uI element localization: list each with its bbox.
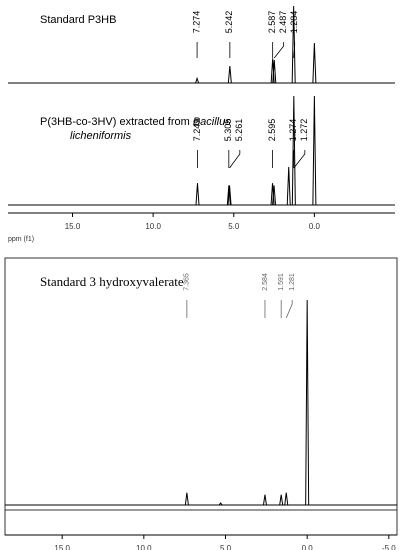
x-tick-label: 10.0: [136, 544, 152, 550]
peak: [195, 76, 200, 84]
peak-label: 5.305: [223, 119, 233, 142]
spectrum-title: Standard P3HB: [40, 14, 116, 26]
panel-frame: [4, 257, 398, 536]
peak: [262, 494, 267, 506]
peak-leader: [293, 150, 306, 169]
x-tick-label: 5.0: [220, 544, 232, 550]
peak-label: 2.587: [267, 11, 277, 34]
x-tick-label: 15.0: [65, 222, 81, 231]
peak-leader: [273, 42, 285, 59]
spectrum-title: P(3HB-co-3HV) extracted from Bacillus: [40, 116, 231, 128]
peak-label: 7.249: [192, 119, 202, 142]
x-tick-label: 15.0: [54, 544, 70, 550]
peak: [227, 185, 232, 206]
peak: [305, 299, 310, 506]
peak: [272, 185, 277, 206]
peak-label: 1.591: [278, 273, 285, 291]
x-axis-label: ppm (f1): [8, 236, 34, 243]
peak-label: 7.365: [184, 273, 191, 291]
peak-label: 2.595: [267, 119, 277, 142]
peak: [279, 494, 284, 506]
peak: [291, 95, 296, 206]
peak: [291, 5, 296, 84]
peak-label: 1.274: [288, 119, 298, 142]
peak-label: 5.261: [234, 119, 244, 142]
peak-label: 1.281: [289, 273, 296, 291]
peak: [218, 502, 223, 506]
peak-leader: [285, 300, 293, 319]
peak: [284, 492, 289, 506]
title-part-italic: Bacillus: [193, 116, 231, 128]
x-tick-label: 10.0: [145, 222, 161, 231]
peak-label: 2.487: [278, 11, 288, 34]
x-tick-label: 0.0: [309, 222, 321, 231]
peak: [184, 492, 189, 506]
x-tick-label: 0.0: [302, 544, 314, 550]
peak-label: 5.242: [224, 11, 234, 34]
peak: [312, 42, 317, 84]
x-tick-label: -5.0: [382, 544, 396, 550]
peak: [272, 59, 277, 84]
peak-label: 2.584: [262, 273, 269, 291]
peak-leader: [229, 150, 241, 169]
peak: [286, 166, 291, 206]
spectrum-title: Standard 3 hydroxyvalerate: [40, 274, 184, 289]
peak: [227, 66, 232, 84]
title-part: P(3HB-co-3HV) extracted from: [40, 116, 190, 128]
peak: [195, 183, 200, 206]
peak-label: 1.272: [299, 119, 309, 142]
peak-leader: [293, 42, 296, 59]
spectrum-title-line2: licheniformis: [70, 130, 132, 142]
peak: [312, 95, 317, 206]
x-tick-label: 5.0: [228, 222, 240, 231]
peak-label: 7.274: [191, 11, 201, 34]
peak-label: 1.284: [289, 11, 299, 34]
peak: [226, 185, 231, 206]
